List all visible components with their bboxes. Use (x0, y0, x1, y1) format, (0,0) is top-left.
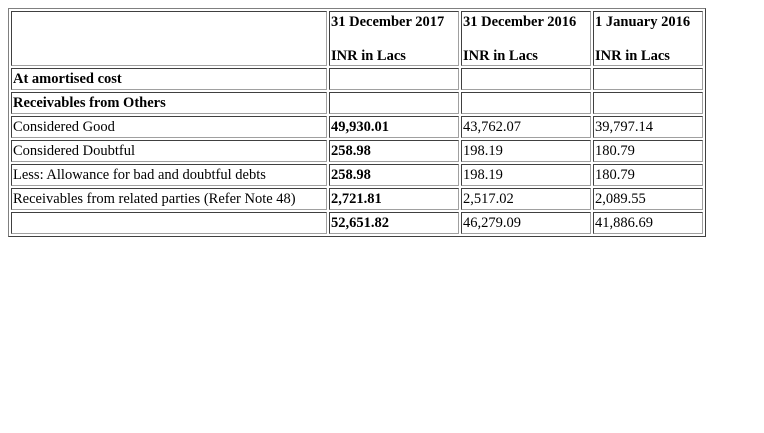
table-row: 52,651.82 46,279.09 41,886.69 (11, 212, 703, 234)
row-label: Receivables from related parties (Refer … (11, 188, 327, 210)
column-date: 31 December 2016 (463, 14, 577, 30)
row-label (11, 212, 327, 234)
value-cell: 2,517.02 (461, 188, 591, 210)
value-cell (329, 92, 459, 114)
value-cell: 180.79 (593, 164, 703, 186)
value-cell: 2,721.81 (329, 188, 459, 210)
value-cell: 41,886.69 (593, 212, 703, 234)
column-date: 31 December 2017 (331, 14, 445, 30)
column-unit: INR in Lacs (463, 48, 538, 64)
row-label: Considered Good (11, 116, 327, 138)
table-row: Considered Good 49,930.01 43,762.07 39,797.… (11, 116, 703, 138)
value-cell (461, 92, 591, 114)
value-cell (329, 68, 459, 90)
value-cell (593, 92, 703, 114)
value-cell: 49,930.01 (329, 116, 459, 138)
value-cell: 46,279.09 (461, 212, 591, 234)
value-cell (593, 68, 703, 90)
row-label: Receivables from Others (11, 92, 327, 114)
table-row: Considered Doubtful 258.98 198.19 180.79 (11, 140, 703, 162)
header-cell-2017: 31 December 2017 INR in Lacs (329, 11, 459, 66)
table-row: Receivables from related parties (Refer … (11, 188, 703, 210)
value-cell: 258.98 (329, 140, 459, 162)
row-label: Less: Allowance for bad and doubtful deb… (11, 164, 327, 186)
header-empty-cell (11, 11, 327, 66)
value-cell: 39,797.14 (593, 116, 703, 138)
table-row: Less: Allowance for bad and doubtful deb… (11, 164, 703, 186)
header-cell-jan-2016: 1 January 2016 INR in Lacs (593, 11, 703, 66)
header-row: 31 December 2017 INR in Lacs 31 December… (11, 11, 703, 66)
column-unit: INR in Lacs (595, 48, 670, 64)
value-cell (461, 68, 591, 90)
value-cell: 180.79 (593, 140, 703, 162)
header-cell-2016: 31 December 2016 INR in Lacs (461, 11, 591, 66)
row-label: At amortised cost (11, 68, 327, 90)
value-cell: 52,651.82 (329, 212, 459, 234)
value-cell: 258.98 (329, 164, 459, 186)
table-row: Receivables from Others (11, 92, 703, 114)
value-cell: 198.19 (461, 164, 591, 186)
column-date: 1 January 2016 (595, 14, 691, 30)
value-cell: 2,089.55 (593, 188, 703, 210)
table-row: At amortised cost (11, 68, 703, 90)
receivables-table: 31 December 2017 INR in Lacs 31 December… (8, 8, 706, 237)
value-cell: 198.19 (461, 140, 591, 162)
column-unit: INR in Lacs (331, 48, 406, 64)
row-label: Considered Doubtful (11, 140, 327, 162)
value-cell: 43,762.07 (461, 116, 591, 138)
